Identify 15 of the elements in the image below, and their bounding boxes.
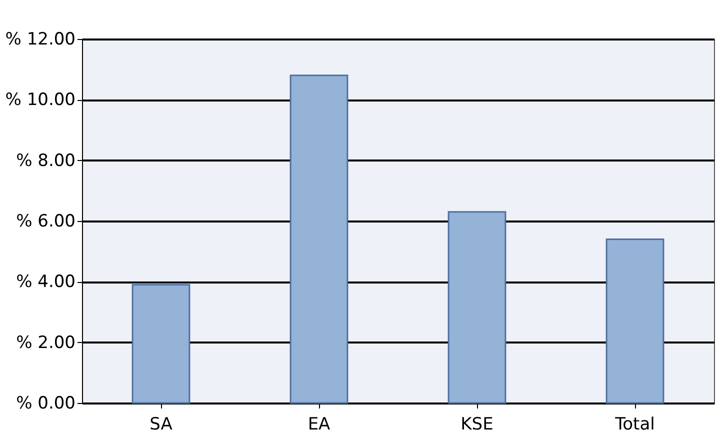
y-tick-label: % 6.00 [16, 212, 76, 232]
x-tick-label: SA [150, 414, 173, 434]
y-tick-label: % 8.00 [16, 150, 76, 171]
bar [448, 211, 506, 404]
x-tick-label: EA [308, 414, 331, 434]
x-tick-label: KSE [460, 414, 494, 434]
x-tick-label: Total [614, 414, 655, 434]
y-tick-label: % 12.00 [5, 30, 76, 50]
bar [132, 284, 190, 404]
y-tick-label: % 2.00 [16, 332, 76, 353]
y-tick-label: % 0.00 [16, 394, 76, 414]
bar [606, 238, 664, 404]
y-tick-label: % 4.00 [16, 272, 76, 292]
y-tick-label: % 10.00 [5, 90, 76, 110]
bar [290, 74, 348, 404]
